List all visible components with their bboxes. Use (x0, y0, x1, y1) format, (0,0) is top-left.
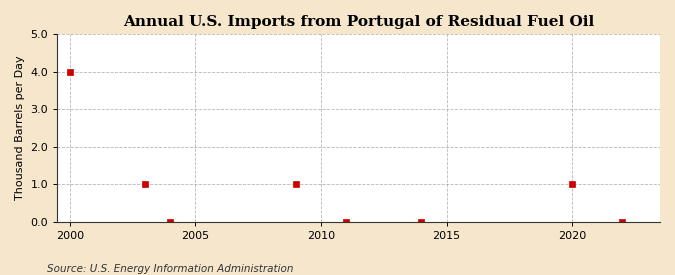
Title: Annual U.S. Imports from Portugal of Residual Fuel Oil: Annual U.S. Imports from Portugal of Res… (123, 15, 594, 29)
Y-axis label: Thousand Barrels per Day: Thousand Barrels per Day (15, 56, 25, 200)
Text: Source: U.S. Energy Information Administration: Source: U.S. Energy Information Administ… (47, 264, 294, 274)
